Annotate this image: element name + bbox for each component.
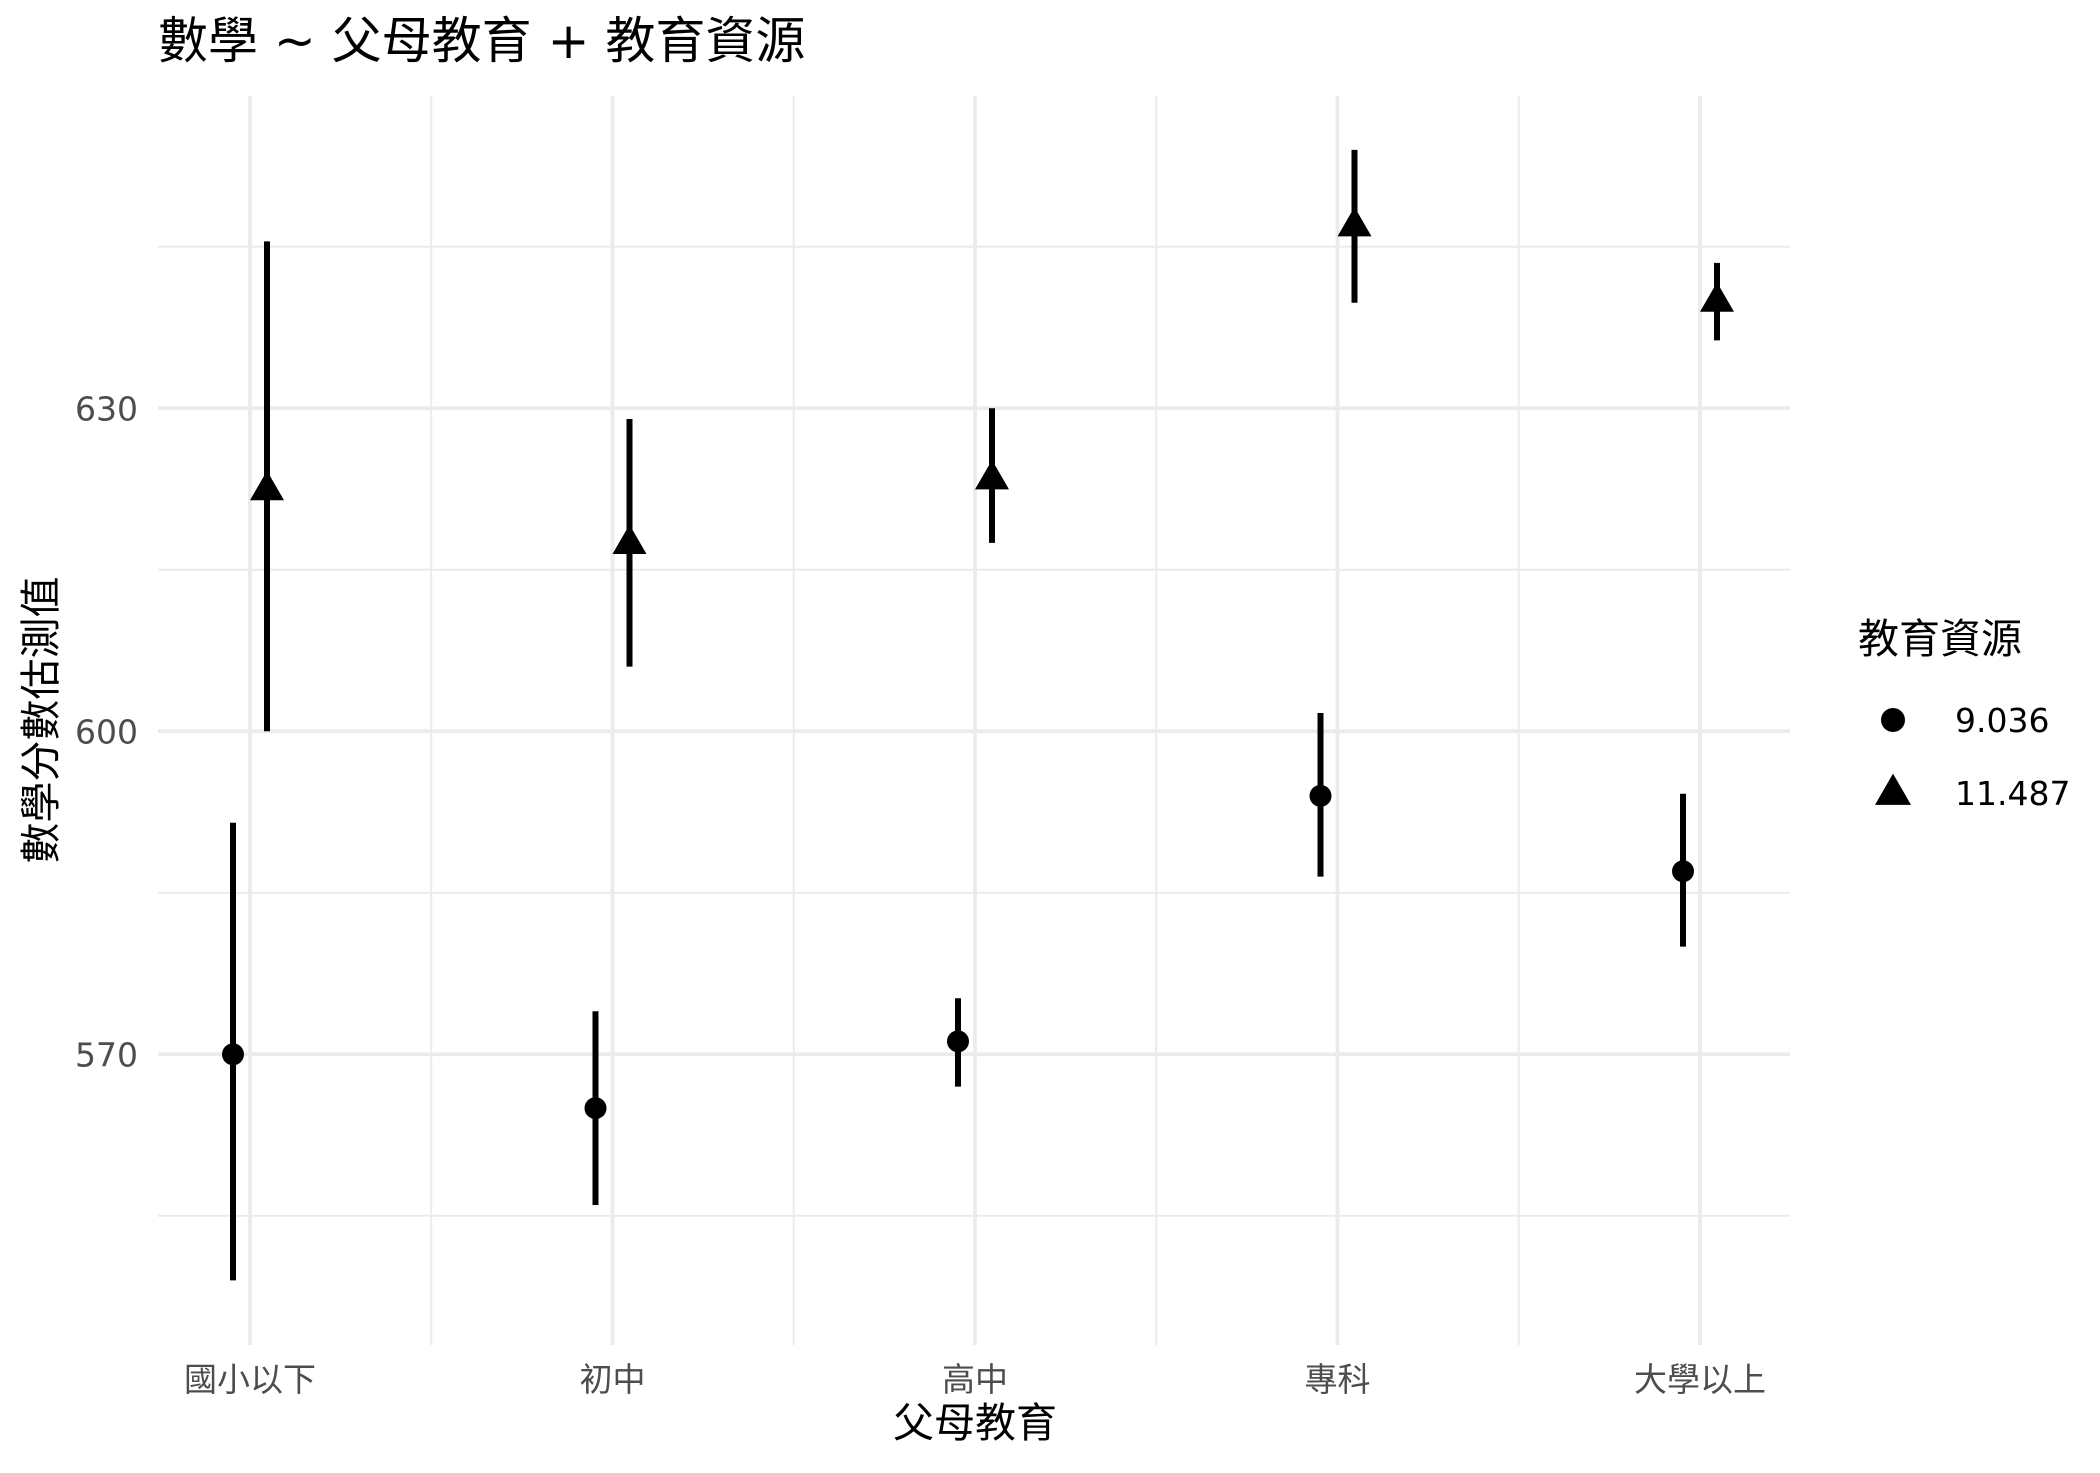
data-point-circle: [584, 1097, 607, 1120]
marks-layer: [222, 149, 1734, 1281]
data-point-triangle: [250, 470, 284, 501]
x-axis-title: 父母教育: [893, 1399, 1057, 1447]
data-point-circle: [1309, 784, 1332, 807]
y-axis-title: 數學分數估測值: [17, 577, 65, 864]
legend-items: 9.036 11.487: [1875, 701, 2070, 813]
legend: 教育資源 9.036 11.487: [1858, 615, 2070, 813]
x-tick-label: 國小以下: [184, 1360, 316, 1399]
data-point-triangle: [1337, 206, 1372, 237]
y-tick-label: 570: [75, 1035, 138, 1074]
legend-title: 教育資源: [1858, 615, 2022, 663]
data-point-triangle: [612, 524, 647, 555]
data-point-circle: [1672, 860, 1694, 883]
y-tick-label: 630: [75, 389, 138, 428]
x-tick-label: 初中: [580, 1360, 646, 1399]
data-point-circle: [222, 1043, 244, 1066]
x-tick-label: 大學以上: [1634, 1360, 1766, 1399]
ticks-layer: 570 600 630 國小以下 初中 高中 專科 大學以上: [75, 389, 1766, 1399]
legend-key-circle: [1881, 708, 1905, 732]
legend-key-triangle: [1875, 773, 1911, 805]
grid-layer: [158, 96, 1790, 1345]
data-point-triangle: [975, 459, 1009, 490]
y-tick-label: 600: [75, 712, 138, 751]
data-point-triangle: [1700, 282, 1734, 312]
legend-label: 11.487: [1955, 774, 2070, 813]
legend-label: 9.036: [1955, 701, 2049, 740]
x-tick-label: 專科: [1305, 1360, 1371, 1399]
x-tick-label: 高中: [942, 1360, 1008, 1399]
chart-title: 數學 ~ 父母教育 + 教育資源: [158, 12, 805, 70]
data-point-circle: [947, 1030, 969, 1053]
